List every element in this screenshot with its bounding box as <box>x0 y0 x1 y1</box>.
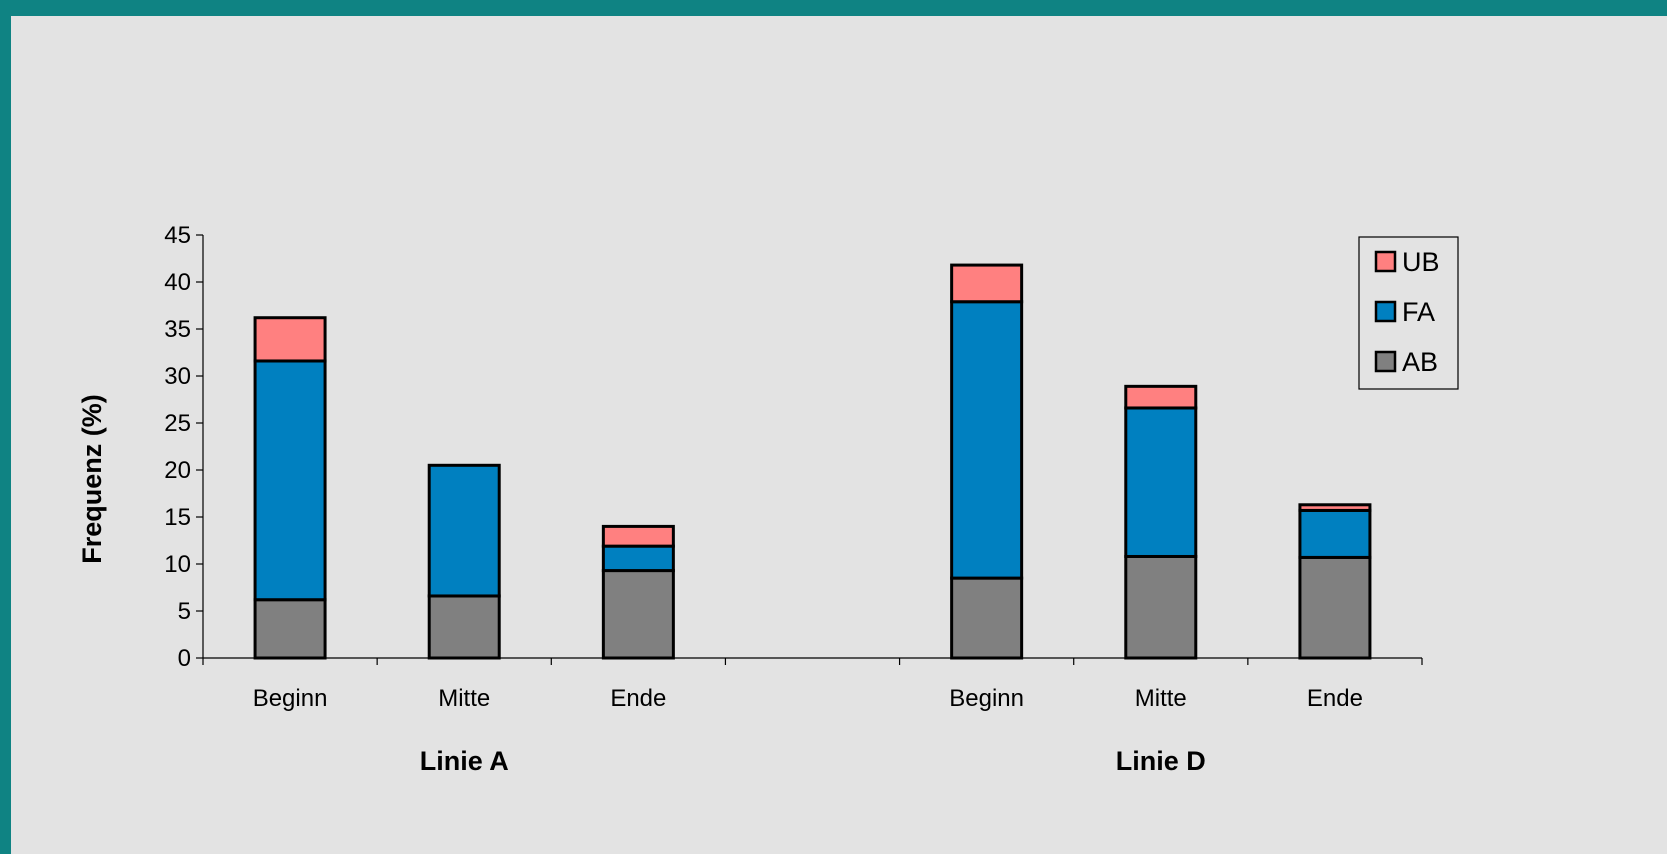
category-label: Ende <box>610 685 666 712</box>
category-label: Beginn <box>253 685 328 712</box>
bars <box>253 263 1372 660</box>
bar-segment-fa <box>427 463 501 598</box>
bar-segment-fa <box>1298 508 1372 559</box>
bar-segment-fa <box>253 359 327 602</box>
y-tick-label: 15 <box>164 504 191 531</box>
y-tick-label: 45 <box>164 222 191 249</box>
legend-label-fa: FA <box>1402 297 1435 327</box>
category-label: Beginn <box>949 685 1024 712</box>
bar-segment-ab <box>1124 554 1198 660</box>
y-tick-label: 20 <box>164 457 191 484</box>
bar-segment-fa <box>950 300 1024 580</box>
category-labels: Beginn Mitte Ende Linie A Beginn Mitte Ende Lin… <box>253 685 1363 776</box>
category-label: Mitte <box>438 685 490 712</box>
stacked-bar-chart: 0 5 10 15 20 25 30 35 40 45 Beginn Mitte Ende Linie … <box>77 222 1459 776</box>
y-tick-label: 5 <box>178 598 191 625</box>
legend: UB FA AB <box>1358 236 1459 390</box>
group-label: Linie D <box>1116 746 1206 776</box>
bar-segment-ab <box>1298 555 1372 660</box>
legend-swatch-ub <box>1374 250 1397 273</box>
legend-swatch-ab <box>1374 350 1397 373</box>
bar-segment-ub <box>1124 384 1198 410</box>
legend-label-ab: AB <box>1402 347 1438 377</box>
bar-segment-ub <box>1298 503 1372 512</box>
bar-segment-ub <box>253 316 327 363</box>
y-tick-label: 40 <box>164 269 191 296</box>
y-axis-title: Frequenz (%) <box>77 394 107 564</box>
y-tick-label: 10 <box>164 551 191 578</box>
bar-segment-fa <box>601 544 675 573</box>
x-axis <box>202 657 1423 665</box>
group-label: Linie A <box>420 746 509 776</box>
y-tick-label: 30 <box>164 363 191 390</box>
bar-segment-ab <box>601 569 675 660</box>
bar-segment-ub <box>601 524 675 548</box>
y-tick-label: 35 <box>164 316 191 343</box>
bar-segment-fa <box>1124 406 1198 558</box>
y-axis: 0 5 10 15 20 25 30 35 40 45 <box>164 222 204 672</box>
y-tick-label: 0 <box>178 645 191 672</box>
bar-segment-ub <box>950 263 1024 304</box>
y-tick-label: 25 <box>164 410 191 437</box>
chart-panel: 0 5 10 15 20 25 30 35 40 45 Beginn Mitte Ende Linie … <box>11 16 1667 854</box>
legend-swatch-fa <box>1374 300 1397 323</box>
bar-segment-ab <box>950 576 1024 660</box>
category-label: Mitte <box>1135 685 1187 712</box>
bar-segment-ab <box>253 598 327 660</box>
bar-segment-ab <box>427 594 501 660</box>
category-label: Ende <box>1307 685 1363 712</box>
legend-label-ub: UB <box>1402 247 1440 277</box>
